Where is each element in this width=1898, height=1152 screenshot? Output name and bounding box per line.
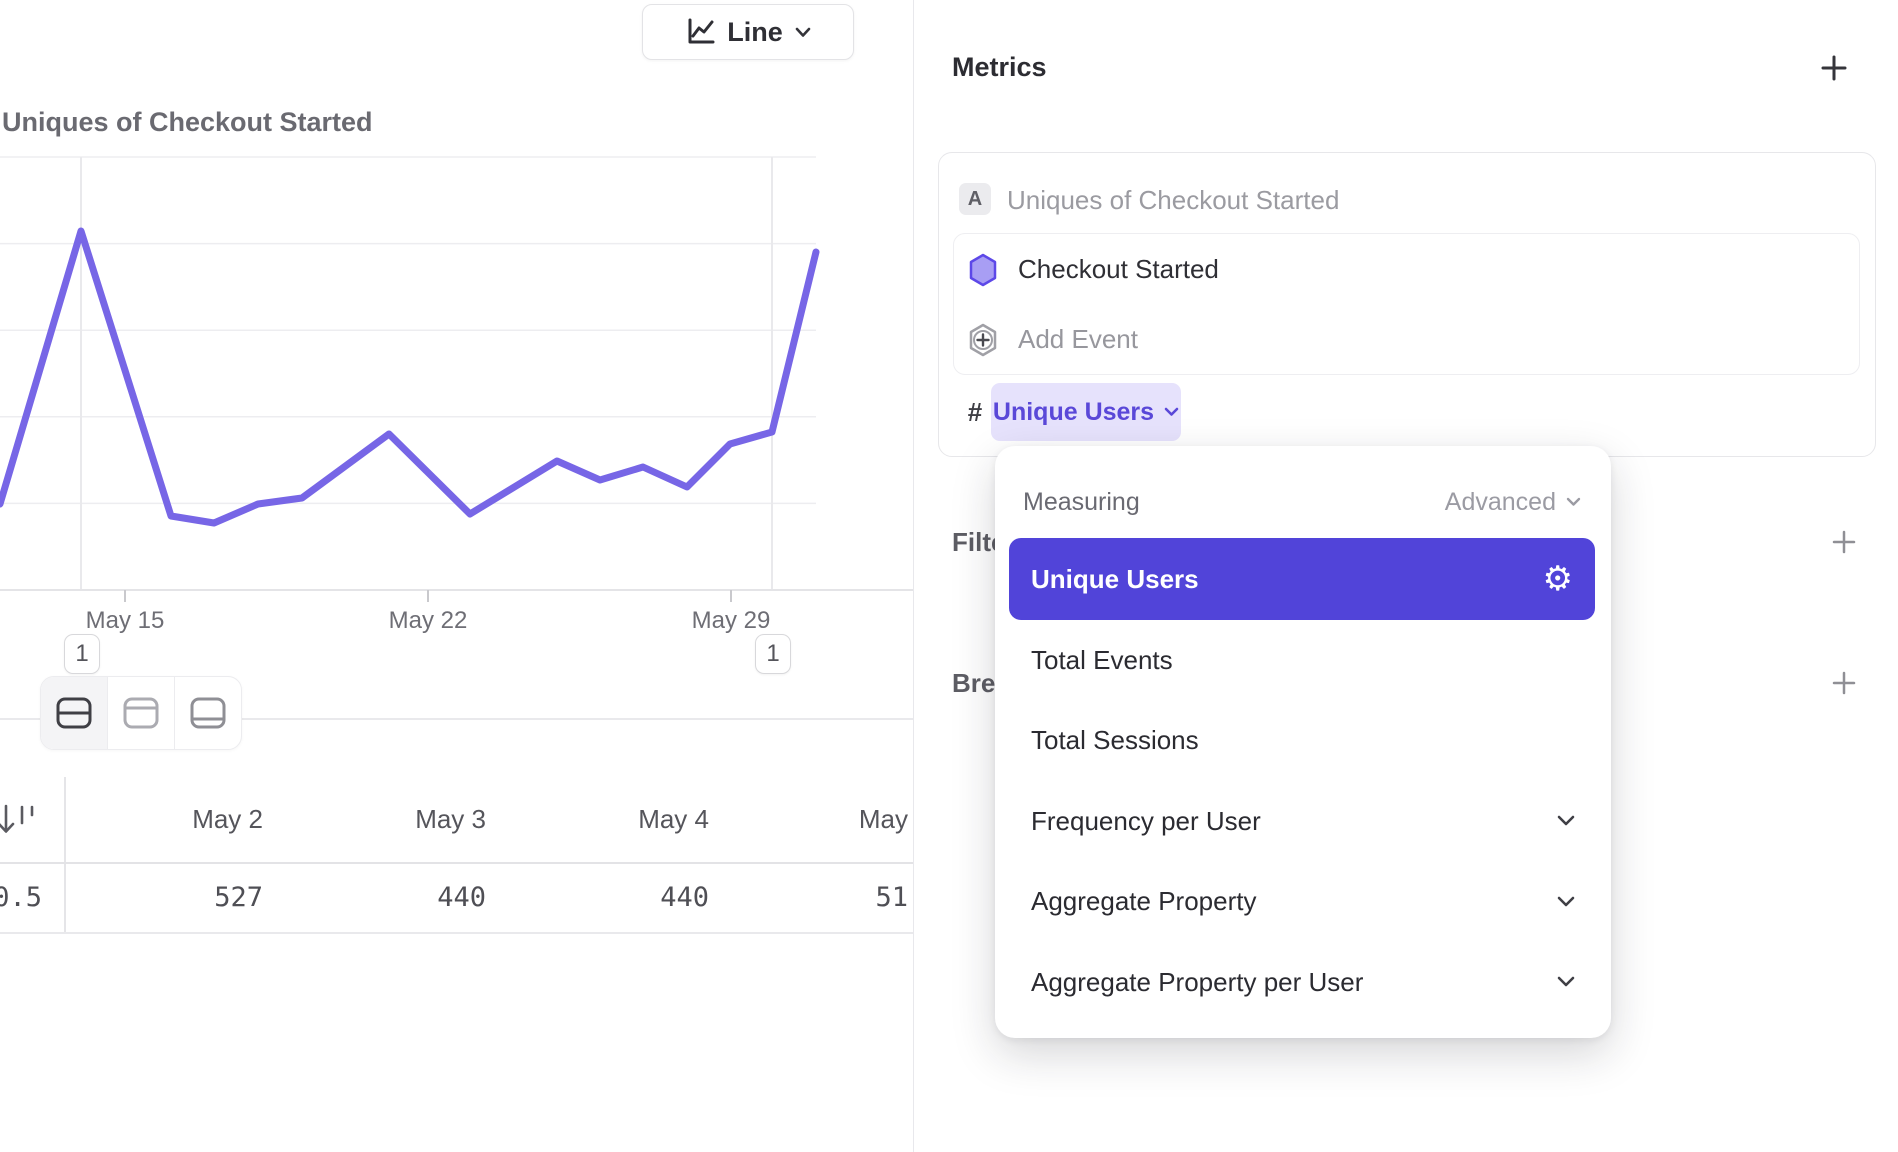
metric-letter-badge: A bbox=[959, 183, 991, 215]
advanced-label: Advanced bbox=[1444, 487, 1556, 516]
measurement-dropdown-trigger[interactable]: Unique Users bbox=[991, 383, 1181, 441]
table-cell-value: 527 bbox=[214, 881, 263, 913]
annotation-badge[interactable]: 1 bbox=[64, 634, 100, 674]
chevron-down-icon bbox=[795, 27, 811, 37]
event-row-checkout-started[interactable]: Checkout Started bbox=[954, 234, 1859, 304]
chevron-down-icon bbox=[1566, 497, 1581, 506]
sort-descending-icon bbox=[0, 804, 34, 833]
chevron-down-icon bbox=[1557, 976, 1575, 987]
table-cell-value: 440 bbox=[660, 881, 709, 913]
column-separator bbox=[64, 777, 66, 932]
menu-item-unique-users[interactable]: Unique Users ⚙ bbox=[1009, 538, 1595, 620]
table-column-header[interactable]: May bbox=[858, 804, 908, 834]
chart-type-button[interactable]: Line bbox=[642, 4, 854, 60]
menu-item-aggregate-property-per-user[interactable]: Aggregate Property per User bbox=[995, 942, 1611, 1023]
line-chart: May 15 May 22 May 29 bbox=[0, 156, 913, 634]
add-metric-button[interactable] bbox=[1820, 54, 1848, 82]
menu-item-label: Total Sessions bbox=[1031, 725, 1199, 756]
x-tick-label: May 15 bbox=[86, 607, 165, 634]
annotation-badge[interactable]: 1 bbox=[755, 634, 791, 674]
header-border bbox=[0, 862, 913, 864]
metric-card: A Uniques of Checkout Started Checkout S… bbox=[938, 152, 1876, 457]
advanced-dropdown[interactable]: Advanced bbox=[1445, 488, 1581, 517]
add-filter-button[interactable] bbox=[1831, 529, 1857, 555]
chart-title: Uniques of Checkout Started bbox=[2, 107, 373, 137]
line-chart-icon bbox=[688, 18, 715, 44]
table-bottom-icon bbox=[190, 697, 226, 729]
metrics-section-title: Metrics bbox=[952, 52, 1047, 82]
table-cell-value: 51 bbox=[875, 881, 908, 913]
measurement-hash-symbol: # bbox=[967, 396, 983, 427]
table-column-header[interactable]: May 4 bbox=[638, 804, 709, 834]
measuring-label: Measuring bbox=[1023, 487, 1140, 516]
table-column-header[interactable]: May 3 bbox=[415, 804, 486, 834]
chevron-down-icon bbox=[1557, 896, 1575, 907]
x-tick-label: May 29 bbox=[692, 607, 771, 634]
menu-item-frequency-per-user[interactable]: Frequency per User bbox=[995, 781, 1611, 862]
chart-line-series bbox=[0, 227, 820, 527]
add-breakdown-button[interactable] bbox=[1831, 670, 1857, 696]
menu-item-label: Frequency per User bbox=[1031, 805, 1261, 836]
table-frozen-value: 0.5 bbox=[0, 881, 42, 913]
chart-pane: Line Uniques of Checkout Started May 15 M… bbox=[0, 0, 913, 1152]
add-event-label: Add Event bbox=[1018, 323, 1138, 354]
pane-divider bbox=[913, 0, 915, 1152]
menu-item-aggregate-property[interactable]: Aggregate Property bbox=[995, 862, 1611, 943]
split-view-icon bbox=[56, 697, 92, 729]
gear-icon[interactable]: ⚙ bbox=[1542, 559, 1573, 599]
chevron-down-icon bbox=[1164, 407, 1179, 416]
menu-item-label: Unique Users bbox=[1031, 563, 1199, 594]
dropdown-menu-list: Unique Users ⚙ Total Events Total Sessions F… bbox=[995, 538, 1611, 1023]
add-event-hexagon-icon bbox=[969, 323, 997, 357]
x-tick-label: May 22 bbox=[389, 607, 468, 634]
metric-title: Uniques of Checkout Started bbox=[1007, 185, 1340, 215]
measuring-dropdown-menu: Measuring Advanced Unique Users ⚙ Total Ev… bbox=[995, 446, 1611, 1038]
layout-toggle-group bbox=[40, 676, 242, 750]
menu-item-total-sessions[interactable]: Total Sessions bbox=[995, 701, 1611, 782]
layout-split-view-button[interactable] bbox=[41, 677, 108, 749]
menu-item-total-events[interactable]: Total Events bbox=[995, 620, 1611, 701]
event-hexagon-icon bbox=[969, 253, 997, 287]
layout-table-bottom-button[interactable] bbox=[175, 677, 241, 749]
dropdown-header: Measuring Advanced bbox=[1023, 484, 1581, 520]
table-column-header[interactable]: May 2 bbox=[192, 804, 263, 834]
event-name: Checkout Started bbox=[1018, 253, 1219, 284]
chevron-down-icon bbox=[1557, 815, 1575, 826]
menu-item-label: Aggregate Property per User bbox=[1031, 966, 1364, 997]
menu-item-label: Total Events bbox=[1031, 644, 1173, 675]
layout-chart-top-button[interactable] bbox=[108, 677, 175, 749]
table-sort-header[interactable] bbox=[0, 777, 40, 862]
events-box: Checkout Started Add Event bbox=[953, 233, 1860, 375]
row-border bbox=[0, 932, 913, 934]
menu-item-label: Aggregate Property bbox=[1031, 886, 1257, 917]
add-event-button[interactable]: Add Event bbox=[954, 304, 1859, 374]
divider bbox=[0, 718, 913, 720]
chart-top-icon bbox=[123, 697, 159, 729]
measurement-value: Unique Users bbox=[992, 397, 1155, 426]
table-cell-value: 440 bbox=[437, 881, 486, 913]
chart-type-label: Line bbox=[727, 16, 783, 47]
